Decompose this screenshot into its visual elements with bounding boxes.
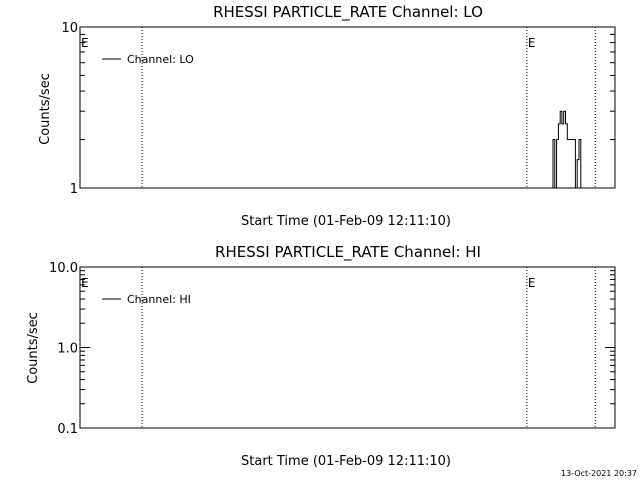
x-axis-label: Start Time (01-Feb-09 12:11:10) bbox=[241, 454, 451, 469]
series-line bbox=[552, 110, 582, 189]
y-axis-label: Counts/sec bbox=[26, 312, 41, 384]
y-tick-label: 1.0 bbox=[57, 342, 78, 357]
x-axis-label: Start Time (01-Feb-09 12:11:10) bbox=[241, 214, 451, 229]
y-tick-label: 10.0 bbox=[49, 261, 78, 276]
plot-frame bbox=[79, 266, 616, 429]
y-axis-label: Counts/sec bbox=[38, 73, 53, 145]
legend-label: Channel: HI bbox=[127, 293, 191, 306]
event-marker: E bbox=[81, 276, 89, 290]
event-marker: E bbox=[528, 36, 536, 50]
legend: Channel: HI bbox=[102, 293, 191, 306]
footer-timestamp: 13-Oct-2021 20:37 bbox=[561, 469, 637, 478]
y-tick-label: 0.1 bbox=[57, 422, 78, 437]
legend-label: Channel: LO bbox=[127, 53, 194, 66]
plot-frame bbox=[79, 26, 616, 189]
y-tick-label: 10 bbox=[61, 21, 78, 36]
legend: Channel: LO bbox=[102, 53, 194, 66]
plot-area-hi: 12:1512:3012:4513:0013:1513:3013:450.11.… bbox=[49, 261, 616, 437]
event-marker: E bbox=[528, 276, 536, 290]
panel-lo: RHESSI PARTICLE_RATE Channel: LO Counts/… bbox=[38, 3, 616, 229]
chart-title: RHESSI PARTICLE_RATE Channel: LO bbox=[213, 3, 483, 22]
plot-area-lo: 12:1512:3012:4513:0013:1513:3013:45110EE bbox=[61, 21, 616, 197]
y-tick-label: 1 bbox=[70, 182, 78, 197]
panel-hi: RHESSI PARTICLE_RATE Channel: HI Counts/… bbox=[26, 243, 616, 469]
event-marker: E bbox=[81, 36, 89, 50]
chart-title: RHESSI PARTICLE_RATE Channel: HI bbox=[215, 243, 481, 262]
